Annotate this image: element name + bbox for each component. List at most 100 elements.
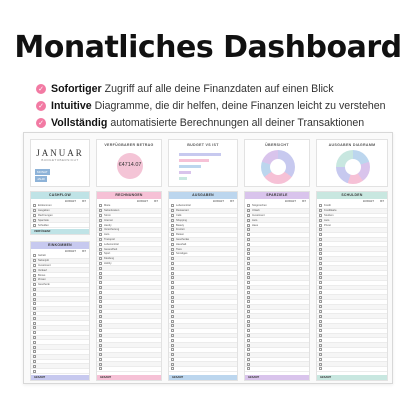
month-selector[interactable]: MONAT [35,169,50,175]
row-checkbox[interactable] [171,314,174,318]
table-row[interactable] [97,314,161,320]
row-checkbox[interactable] [99,271,102,275]
table-row[interactable] [317,275,387,281]
row-checkbox[interactable] [319,281,322,285]
table-row[interactable] [97,333,161,339]
row-checkbox[interactable] [99,209,102,213]
row-checkbox[interactable] [171,276,174,280]
table-row[interactable] [245,237,309,243]
row-checkbox[interactable] [171,309,174,313]
row-checkbox[interactable] [171,247,174,251]
table-row[interactable] [97,367,161,372]
table-row[interactable] [169,275,237,281]
table-row[interactable] [245,309,309,315]
table-row[interactable] [97,362,161,368]
table-row[interactable] [245,227,309,233]
row-checkbox[interactable] [247,228,250,232]
table-row[interactable]: Tiere [169,247,237,252]
row-checkbox[interactable] [247,261,250,265]
row-checkbox[interactable] [171,261,174,265]
table-row[interactable] [97,271,161,276]
table-row[interactable] [97,319,161,324]
table-row[interactable]: Sonstiges [169,252,237,257]
row-checkbox[interactable] [99,218,102,222]
table-row[interactable] [317,338,387,344]
table-row[interactable] [245,362,309,368]
table-row[interactable] [317,352,387,358]
table-row[interactable]: Lebensmittel [97,242,161,248]
table-row[interactable]: Versicherung [97,227,161,233]
row-checkbox[interactable] [319,209,322,213]
row-checkbox[interactable] [99,319,102,323]
row-checkbox[interactable] [99,333,102,337]
table-row[interactable]: Nebenjob [31,258,89,264]
table-row[interactable] [31,302,89,307]
row-checkbox[interactable] [99,300,102,304]
row-checkbox[interactable] [33,278,36,282]
table-row[interactable] [245,304,309,310]
row-checkbox[interactable] [247,285,250,289]
row-checkbox[interactable] [33,218,36,222]
row-checkbox[interactable] [319,266,322,270]
table-row[interactable] [245,333,309,339]
row-checkbox[interactable] [33,209,36,213]
row-checkbox[interactable] [33,292,36,296]
table-row[interactable] [97,352,161,358]
row-checkbox[interactable] [99,285,102,289]
table-row[interactable] [31,369,89,374]
table-row[interactable] [169,266,237,272]
row-checkbox[interactable] [319,233,322,237]
table-row[interactable] [97,343,161,348]
row-checkbox[interactable] [319,300,322,304]
table-row[interactable] [169,367,237,372]
table-row[interactable] [169,323,237,329]
row-checkbox[interactable] [99,223,102,227]
row-checkbox[interactable] [99,324,102,328]
row-checkbox[interactable] [33,302,36,306]
table-row[interactable] [317,348,387,353]
table-row[interactable] [31,340,89,346]
table-row[interactable]: Haushalt [169,242,237,248]
row-checkbox[interactable] [99,290,102,294]
table-row[interactable] [97,266,161,272]
row-checkbox[interactable] [99,204,102,208]
row-checkbox[interactable] [33,369,36,373]
table-row[interactable] [169,281,237,286]
table-row[interactable]: Rechnungen [31,213,89,219]
row-checkbox[interactable] [99,305,102,309]
table-row[interactable] [31,292,89,298]
row-checkbox[interactable] [319,237,322,241]
row-checkbox[interactable] [247,247,250,251]
table-row[interactable] [97,295,161,300]
table-row[interactable] [317,367,387,372]
table-row[interactable] [31,316,89,322]
row-checkbox[interactable] [33,307,36,311]
table-row[interactable] [317,333,387,339]
row-checkbox[interactable] [247,209,250,213]
row-checkbox[interactable] [247,300,250,304]
year-selector[interactable]: JAHR [35,176,47,182]
table-row[interactable] [245,290,309,296]
table-row[interactable]: Auto [317,218,387,224]
table-row[interactable] [317,314,387,320]
table-row[interactable]: Transport [97,237,161,243]
row-checkbox[interactable] [99,228,102,232]
row-checkbox[interactable] [319,329,322,333]
row-checkbox[interactable] [247,233,250,237]
row-checkbox[interactable] [171,319,174,323]
row-checkbox[interactable] [33,355,36,359]
row-checkbox[interactable] [33,316,36,320]
row-checkbox[interactable] [99,309,102,313]
table-row[interactable]: Kleidung [97,256,161,262]
table-row[interactable] [245,242,309,248]
table-row[interactable] [169,256,237,262]
row-checkbox[interactable] [171,228,174,232]
table-row[interactable]: Strom [97,213,161,219]
row-checkbox[interactable] [99,247,102,251]
table-row[interactable] [317,290,387,296]
row-checkbox[interactable] [171,367,174,371]
row-checkbox[interactable] [33,283,36,287]
table-row[interactable] [245,352,309,358]
row-checkbox[interactable] [247,333,250,337]
row-checkbox[interactable] [171,257,174,261]
